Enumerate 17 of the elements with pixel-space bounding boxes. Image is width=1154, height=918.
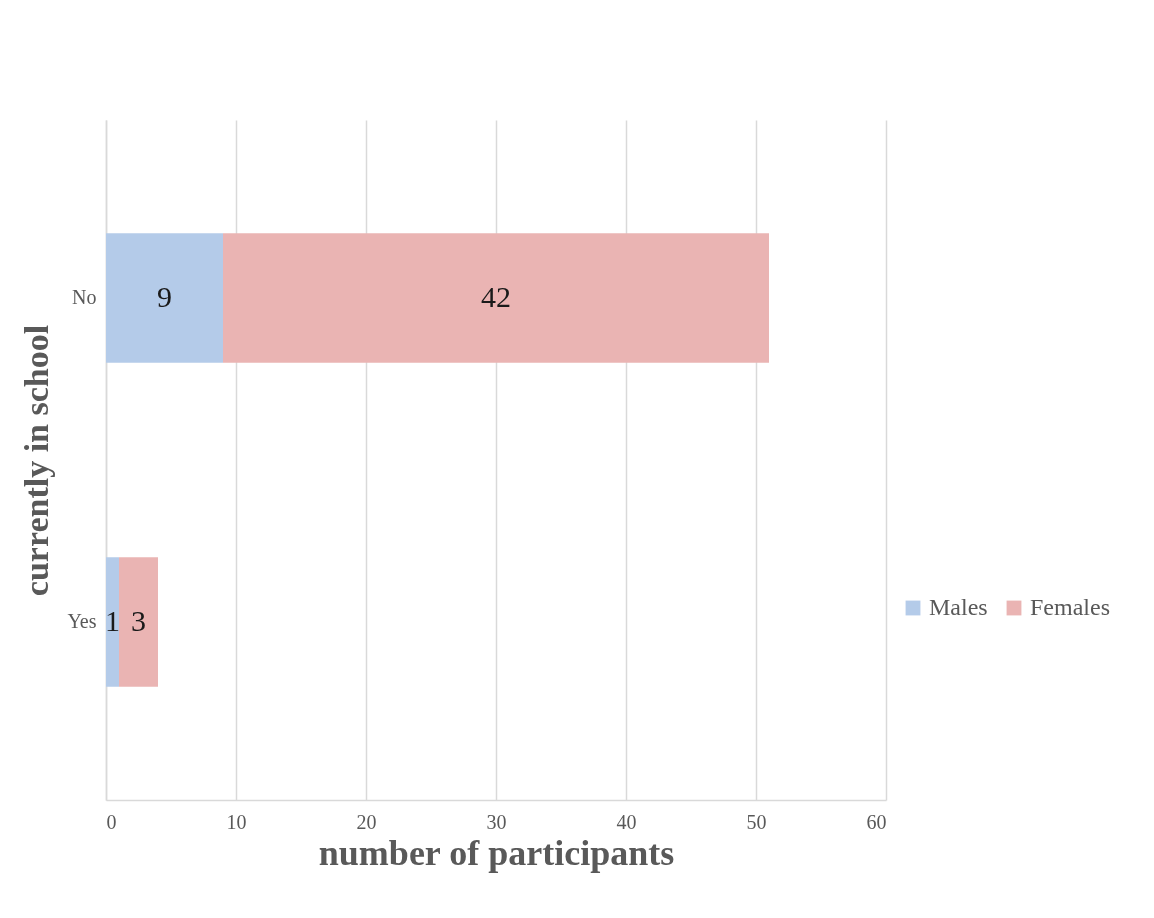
data-label: 42: [481, 280, 511, 314]
x-tick-label: 40: [616, 810, 637, 833]
x-tick-label: 0: [106, 810, 117, 833]
data-label: 3: [131, 603, 146, 637]
data-label: 1: [105, 603, 120, 637]
x-tick-label: 30: [486, 810, 507, 833]
x-tick-label: 50: [746, 810, 767, 833]
y-tick-label: Yes: [67, 609, 97, 632]
x-axis-title: number of participants: [318, 832, 675, 873]
y-tick-label: No: [72, 286, 97, 309]
y-axis-title: currently in school: [18, 324, 56, 597]
x-tick-label: 10: [226, 810, 247, 833]
legend-label: Females: [1030, 594, 1110, 620]
legend-label: Males: [929, 594, 988, 620]
x-tick-label: 20: [356, 810, 377, 833]
data-label: 9: [157, 280, 172, 314]
x-tick-label: 60: [866, 810, 887, 833]
